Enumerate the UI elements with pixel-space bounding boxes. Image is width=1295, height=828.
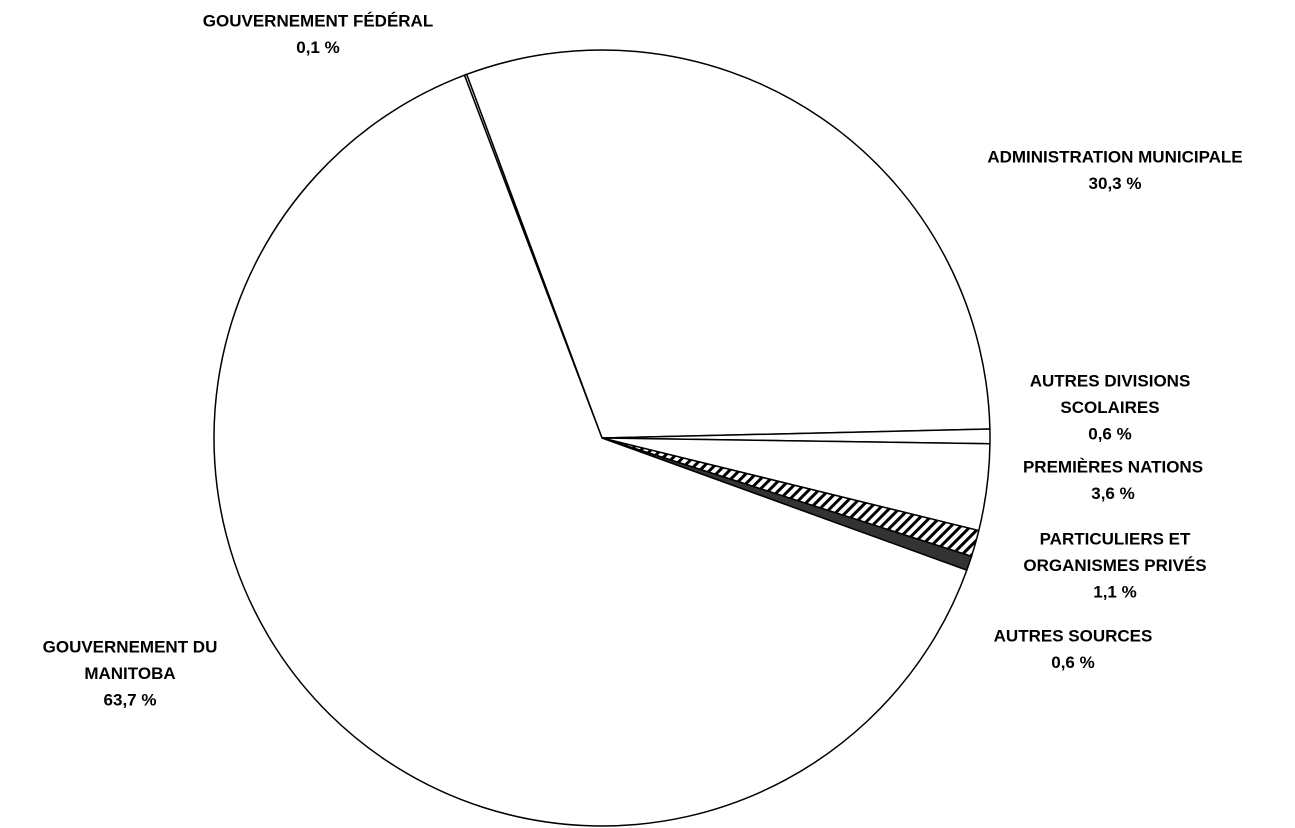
value-label: 63,7 % [104,690,157,709]
value-label: 30,3 % [1089,174,1142,193]
slice-label: GOUVERNEMENT FÉDÉRAL [203,11,433,30]
slice-label: AUTRES SOURCES [994,626,1153,645]
slice-label: SCOLAIRES [1060,398,1159,417]
pie-slice [466,49,991,439]
slice-label: GOUVERNEMENT DU [43,637,218,656]
slice-label: ORGANISMES PRIVÉS [1023,556,1206,575]
value-label: 3,6 % [1091,484,1134,503]
slice-label: PREMIÈRES NATIONS [1023,457,1203,476]
value-label: 0,6 % [1088,424,1131,443]
value-label: 0,1 % [296,38,339,57]
slice-label: PARTICULIERS ET [1040,529,1191,548]
pie-slice [213,74,968,827]
slice-label: ADMINISTRATION MUNICIPALE [987,147,1242,166]
slice-label: MANITOBA [84,664,175,683]
value-label: 1,1 % [1093,582,1136,601]
slice-label: AUTRES DIVISIONS [1030,371,1191,390]
value-label: 0,6 % [1051,653,1094,672]
